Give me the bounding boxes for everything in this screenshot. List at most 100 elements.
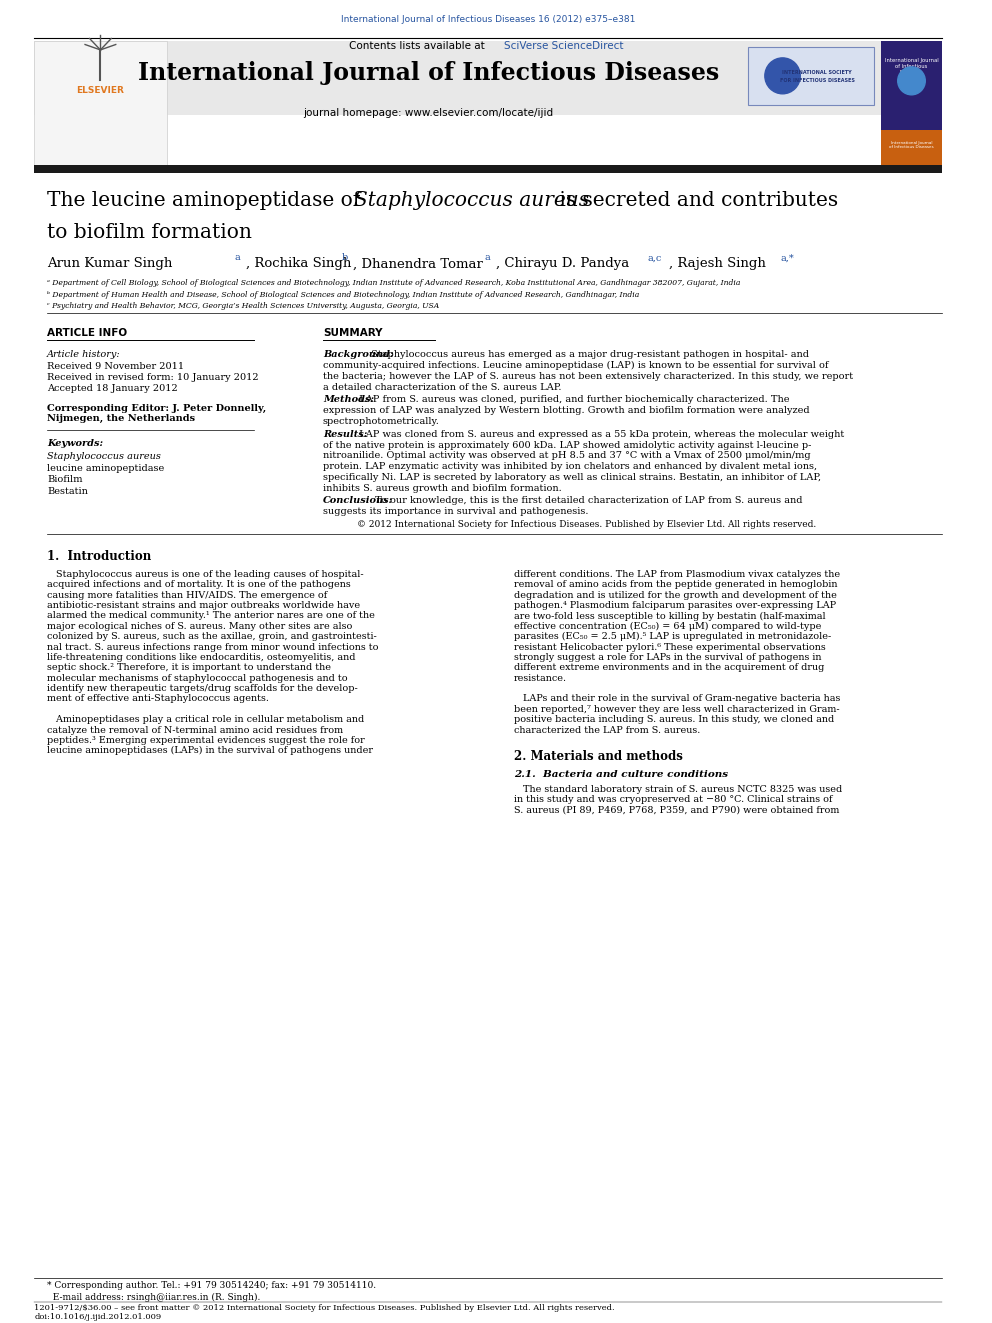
Text: Keywords:: Keywords: xyxy=(48,439,103,448)
Text: * Corresponding author. Tel.: +91 79 30514240; fax: +91 79 30514110.: * Corresponding author. Tel.: +91 79 305… xyxy=(48,1282,376,1290)
Text: of the native protein is approximately 600 kDa. LAP showed amidolytic activity a: of the native protein is approximately 6… xyxy=(322,441,811,450)
Text: ELSEVIER: ELSEVIER xyxy=(76,86,124,95)
Text: 2. Materials and methods: 2. Materials and methods xyxy=(514,750,682,763)
Text: ᶜ Psychiatry and Health Behavior, MCG, Georgia’s Health Sciences University, Aug: ᶜ Psychiatry and Health Behavior, MCG, G… xyxy=(48,303,439,311)
Text: The leucine aminopeptidase of: The leucine aminopeptidase of xyxy=(48,191,367,209)
Text: ᵃ Department of Cell Biology, School of Biological Sciences and Biotechnology, I: ᵃ Department of Cell Biology, School of … xyxy=(48,279,741,287)
Text: is secreted and contributes: is secreted and contributes xyxy=(554,191,838,209)
FancyBboxPatch shape xyxy=(35,41,942,115)
Text: a: a xyxy=(234,254,240,262)
Text: LAP was cloned from S. aureus and expressed as a 55 kDa protein, whereas the mol: LAP was cloned from S. aureus and expres… xyxy=(356,430,844,439)
Text: positive bacteria including S. aureus. In this study, we cloned and: positive bacteria including S. aureus. I… xyxy=(514,716,834,724)
Text: Article history:: Article history: xyxy=(48,351,121,360)
Text: FOR INFECTIOUS DISEASES: FOR INFECTIOUS DISEASES xyxy=(780,78,854,83)
Text: Received in revised form: 10 January 2012: Received in revised form: 10 January 201… xyxy=(48,373,259,382)
Text: Biofilm: Biofilm xyxy=(48,475,82,484)
Text: Accepted 18 January 2012: Accepted 18 January 2012 xyxy=(48,384,178,393)
Text: Contents lists available at: Contents lists available at xyxy=(349,41,488,50)
Text: spectrophotometrically.: spectrophotometrically. xyxy=(322,417,439,426)
Text: Staphylococcus aureus has emerged as a major drug-resistant pathogen in hospital: Staphylococcus aureus has emerged as a m… xyxy=(368,351,809,360)
Text: a: a xyxy=(484,254,490,262)
Text: community-acquired infections. Leucine aminopeptidase (LAP) is known to be essen: community-acquired infections. Leucine a… xyxy=(322,361,828,370)
Text: a,c: a,c xyxy=(648,254,662,262)
Text: characterized the LAP from S. aureus.: characterized the LAP from S. aureus. xyxy=(514,725,700,734)
Text: acquired infections and of mortality. It is one of the pathogens: acquired infections and of mortality. It… xyxy=(48,581,351,589)
FancyBboxPatch shape xyxy=(35,41,168,164)
FancyBboxPatch shape xyxy=(35,164,942,173)
Text: The standard laboratory strain of S. aureus NCTC 8325 was used: The standard laboratory strain of S. aur… xyxy=(514,785,842,794)
Text: protein. LAP enzymatic activity was inhibited by ion chelators and enhanced by d: protein. LAP enzymatic activity was inhi… xyxy=(322,462,817,471)
Text: major ecological niches of S. aureus. Many other sites are also: major ecological niches of S. aureus. Ma… xyxy=(48,622,352,631)
Text: Conclusions:: Conclusions: xyxy=(322,496,393,505)
Text: To our knowledge, this is the first detailed characterization of LAP from S. aur: To our knowledge, this is the first deta… xyxy=(372,496,803,505)
Text: been reported,⁷ however they are less well characterized in Gram-: been reported,⁷ however they are less we… xyxy=(514,705,839,714)
Text: are two-fold less susceptible to killing by bestatin (half-maximal: are two-fold less susceptible to killing… xyxy=(514,611,825,620)
Text: expression of LAP was analyzed by Western blotting. Growth and biofilm formation: expression of LAP was analyzed by Wester… xyxy=(322,406,809,415)
Text: SUMMARY: SUMMARY xyxy=(322,328,382,339)
Text: the bacteria; however the LAP of S. aureus has not been extensively characterize: the bacteria; however the LAP of S. aure… xyxy=(322,372,853,381)
Text: removal of amino acids from the peptide generated in hemoglobin: removal of amino acids from the peptide … xyxy=(514,581,837,589)
Text: Results:: Results: xyxy=(322,430,367,439)
Text: INTERNATIONAL SOCIETY: INTERNATIONAL SOCIETY xyxy=(782,70,852,75)
Text: inhibits S. aureus growth and biofilm formation.: inhibits S. aureus growth and biofilm fo… xyxy=(322,484,561,492)
Text: International Journal of Infectious Diseases: International Journal of Infectious Dise… xyxy=(138,61,719,85)
Text: different extreme environments and in the acquirement of drug: different extreme environments and in th… xyxy=(514,663,824,672)
Text: peptides.³ Emerging experimental evidences suggest the role for: peptides.³ Emerging experimental evidenc… xyxy=(48,736,365,745)
Text: Nijmegen, the Netherlands: Nijmegen, the Netherlands xyxy=(48,414,195,423)
Text: Arun Kumar Singh: Arun Kumar Singh xyxy=(48,258,173,270)
Text: , Chirayu D. Pandya: , Chirayu D. Pandya xyxy=(496,258,629,270)
Text: 2.1.  Bacteria and culture conditions: 2.1. Bacteria and culture conditions xyxy=(514,770,728,779)
Text: molecular mechanisms of staphylococcal pathogenesis and to: molecular mechanisms of staphylococcal p… xyxy=(48,673,348,683)
Text: a detailed characterization of the S. aureus LAP.: a detailed characterization of the S. au… xyxy=(322,382,561,392)
Text: doi:10.1016/j.ijid.2012.01.009: doi:10.1016/j.ijid.2012.01.009 xyxy=(35,1314,162,1322)
Text: E-mail address: rsingh@iiar.res.in (R. Singh).: E-mail address: rsingh@iiar.res.in (R. S… xyxy=(48,1293,261,1302)
Text: SciVerse ScienceDirect: SciVerse ScienceDirect xyxy=(504,41,624,50)
Text: colonized by S. aureus, such as the axillae, groin, and gastrointesti-: colonized by S. aureus, such as the axil… xyxy=(48,632,377,642)
Text: septic shock.² Therefore, it is important to understand the: septic shock.² Therefore, it is importan… xyxy=(48,663,331,672)
Text: different conditions. The LAP from Plasmodium vivax catalyzes the: different conditions. The LAP from Plasm… xyxy=(514,570,840,579)
Text: alarmed the medical community.¹ The anterior nares are one of the: alarmed the medical community.¹ The ante… xyxy=(48,611,375,620)
Text: in this study and was cryopreserved at −80 °C. Clinical strains of: in this study and was cryopreserved at −… xyxy=(514,795,832,804)
Text: International Journal
of Infectious Diseases: International Journal of Infectious Dise… xyxy=(889,140,933,149)
Text: , Dhanendra Tomar: , Dhanendra Tomar xyxy=(353,258,483,270)
Text: resistant Helicobacter pylori.⁶ These experimental observations: resistant Helicobacter pylori.⁶ These ex… xyxy=(514,643,825,651)
Text: nitroanilide. Optimal activity was observed at pH 8.5 and 37 °C with a Vmax of 2: nitroanilide. Optimal activity was obser… xyxy=(322,451,810,460)
Text: International Journal of Infectious Diseases 16 (2012) e375–e381: International Journal of Infectious Dise… xyxy=(341,15,636,24)
Text: Received 9 November 2011: Received 9 November 2011 xyxy=(48,363,185,372)
Text: LAP from S. aureus was cloned, purified, and further biochemically characterized: LAP from S. aureus was cloned, purified,… xyxy=(356,396,790,405)
Text: S. aureus (PI 89, P469, P768, P359, and P790) were obtained from: S. aureus (PI 89, P469, P768, P359, and … xyxy=(514,806,839,815)
Text: effective concentration (EC₅₀) = 64 μM) compared to wild-type: effective concentration (EC₅₀) = 64 μM) … xyxy=(514,622,821,631)
Text: , Rochika Singh: , Rochika Singh xyxy=(246,258,351,270)
Text: pathogen.⁴ Plasmodium falciparum parasites over-expressing LAP: pathogen.⁴ Plasmodium falciparum parasit… xyxy=(514,601,836,610)
Text: nal tract. S. aureus infections range from minor wound infections to: nal tract. S. aureus infections range fr… xyxy=(48,643,379,651)
Text: Methods:: Methods: xyxy=(322,396,374,405)
Text: antibiotic-resistant strains and major outbreaks worldwide have: antibiotic-resistant strains and major o… xyxy=(48,601,360,610)
Text: International Journal
of Infectious
Diseases: International Journal of Infectious Dise… xyxy=(885,58,938,75)
Text: b: b xyxy=(341,254,348,262)
Text: strongly suggest a role for LAPs in the survival of pathogens in: strongly suggest a role for LAPs in the … xyxy=(514,654,821,662)
Text: , Rajesh Singh: , Rajesh Singh xyxy=(670,258,766,270)
Text: Bestatin: Bestatin xyxy=(48,487,88,496)
Text: leucine aminopeptidase: leucine aminopeptidase xyxy=(48,463,165,472)
Text: ᵇ Department of Human Health and Disease, School of Biological Sciences and Biot: ᵇ Department of Human Health and Disease… xyxy=(48,291,640,299)
Text: ARTICLE INFO: ARTICLE INFO xyxy=(48,328,127,339)
FancyBboxPatch shape xyxy=(881,130,942,164)
Text: Corresponding Editor: J. Peter Donnelly,: Corresponding Editor: J. Peter Donnelly, xyxy=(48,405,267,413)
Circle shape xyxy=(898,67,926,95)
Text: ment of effective anti-Staphylococcus agents.: ment of effective anti-Staphylococcus ag… xyxy=(48,695,269,704)
Text: © 2012 International Society for Infectious Diseases. Published by Elsevier Ltd.: © 2012 International Society for Infecti… xyxy=(357,520,816,529)
Text: Background:: Background: xyxy=(322,351,394,360)
Text: causing more fatalities than HIV/AIDS. The emergence of: causing more fatalities than HIV/AIDS. T… xyxy=(48,590,327,599)
Text: parasites (EC₅₀ = 2.5 μM).⁵ LAP is upregulated in metronidazole-: parasites (EC₅₀ = 2.5 μM).⁵ LAP is upreg… xyxy=(514,632,831,642)
Text: Aminopeptidases play a critical role in cellular metabolism and: Aminopeptidases play a critical role in … xyxy=(48,716,364,724)
Text: a,*: a,* xyxy=(781,254,795,262)
Text: to biofilm formation: to biofilm formation xyxy=(48,222,252,242)
Text: suggests its importance in survival and pathogenesis.: suggests its importance in survival and … xyxy=(322,507,588,516)
Text: resistance.: resistance. xyxy=(514,673,566,683)
Text: life-threatening conditions like endocarditis, osteomyelitis, and: life-threatening conditions like endocar… xyxy=(48,654,356,662)
Text: Staphylococcus aureus: Staphylococcus aureus xyxy=(48,452,161,462)
FancyBboxPatch shape xyxy=(881,41,942,164)
Text: Staphylococcus aureus: Staphylococcus aureus xyxy=(354,191,589,209)
Text: journal homepage: www.elsevier.com/locate/ijid: journal homepage: www.elsevier.com/locat… xyxy=(304,107,554,118)
Text: Staphylococcus aureus is one of the leading causes of hospital-: Staphylococcus aureus is one of the lead… xyxy=(48,570,364,579)
